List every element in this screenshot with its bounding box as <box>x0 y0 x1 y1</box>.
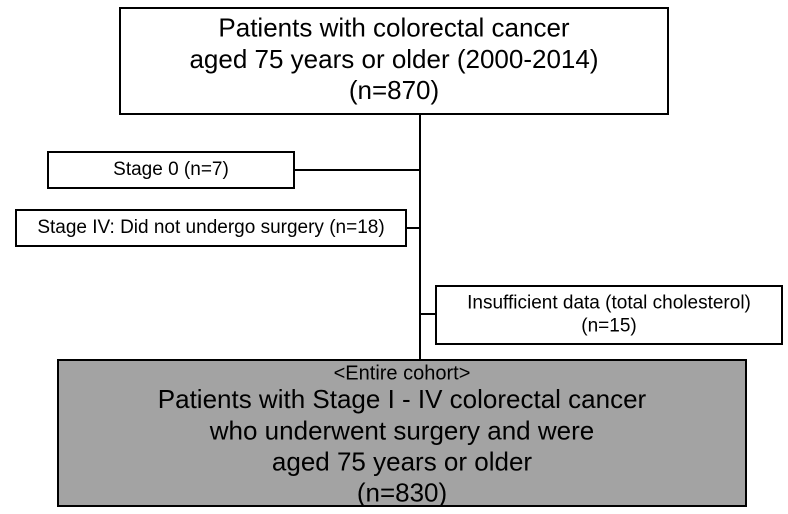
box-text: who underwent surgery and were <box>209 415 594 445</box>
box-text: Insufficient data (total cholesterol) <box>467 293 751 314</box>
box-text: Stage IV: Did not undergo surgery (n=18) <box>37 217 384 238</box>
box-text: Patients with colorectal cancer <box>218 13 570 43</box>
box-text: aged 75 years or older <box>272 446 533 476</box>
box-text: (n=870) <box>349 75 439 105</box>
box-text: <Entire cohort> <box>334 362 471 384</box>
box-text: Stage 0 (n=7) <box>113 159 229 180</box>
box-text: aged 75 years or older (2000-2014) <box>189 44 598 74</box>
box-text: (n=15) <box>581 315 636 336</box>
box-text: Patients with Stage I - IV colorectal ca… <box>158 384 647 414</box>
box-text: (n=830) <box>357 478 447 508</box>
